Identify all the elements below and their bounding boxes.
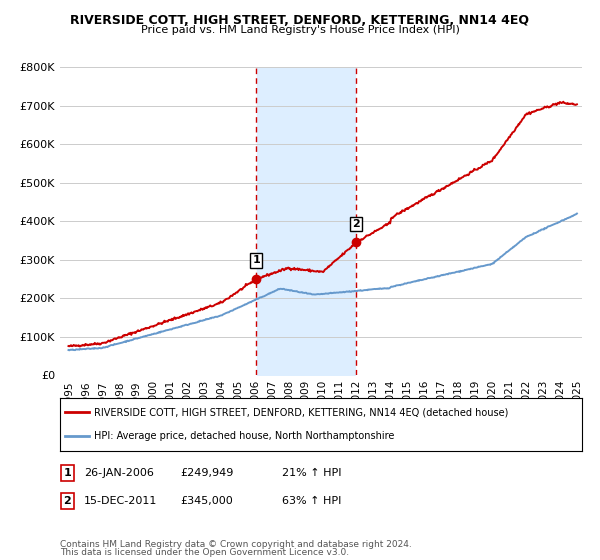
Text: 2: 2	[64, 496, 71, 506]
Text: 1: 1	[64, 468, 71, 478]
Text: HPI: Average price, detached house, North Northamptonshire: HPI: Average price, detached house, Nort…	[94, 431, 394, 441]
Text: £345,000: £345,000	[180, 496, 233, 506]
Text: RIVERSIDE COTT, HIGH STREET, DENFORD, KETTERING, NN14 4EQ: RIVERSIDE COTT, HIGH STREET, DENFORD, KE…	[71, 14, 530, 27]
Text: This data is licensed under the Open Government Licence v3.0.: This data is licensed under the Open Gov…	[60, 548, 349, 557]
Text: 63% ↑ HPI: 63% ↑ HPI	[282, 496, 341, 506]
Text: 1: 1	[252, 255, 260, 265]
Text: 2: 2	[352, 219, 360, 229]
Text: RIVERSIDE COTT, HIGH STREET, DENFORD, KETTERING, NN14 4EQ (detached house): RIVERSIDE COTT, HIGH STREET, DENFORD, KE…	[94, 408, 508, 418]
Text: Contains HM Land Registry data © Crown copyright and database right 2024.: Contains HM Land Registry data © Crown c…	[60, 540, 412, 549]
Text: 21% ↑ HPI: 21% ↑ HPI	[282, 468, 341, 478]
Text: 15-DEC-2011: 15-DEC-2011	[84, 496, 157, 506]
Text: Price paid vs. HM Land Registry's House Price Index (HPI): Price paid vs. HM Land Registry's House …	[140, 25, 460, 35]
Text: 26-JAN-2006: 26-JAN-2006	[84, 468, 154, 478]
Text: £249,949: £249,949	[180, 468, 233, 478]
